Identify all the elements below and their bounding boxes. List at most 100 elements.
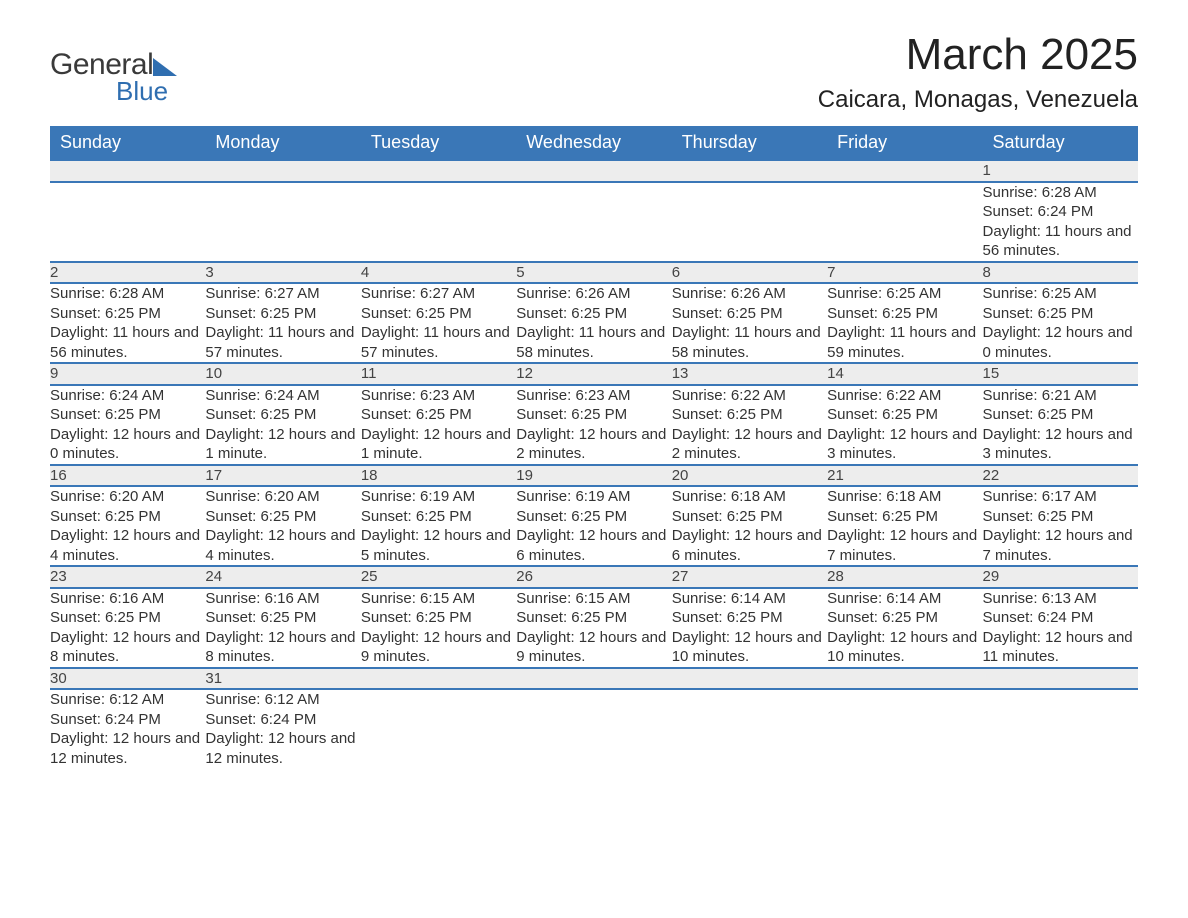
day-detail-cell bbox=[672, 689, 827, 768]
day-line: Sunset: 6:25 PM bbox=[50, 304, 205, 324]
day-line: Sunset: 6:25 PM bbox=[361, 507, 516, 527]
day-detail-cell: Sunrise: 6:24 AMSunset: 6:25 PMDaylight:… bbox=[50, 385, 205, 465]
day-line: Sunrise: 6:16 AM bbox=[205, 589, 360, 609]
day-line: Daylight: 12 hours and 3 minutes. bbox=[827, 425, 982, 464]
day-number-cell: 9 bbox=[50, 363, 205, 385]
dow-header-row: Sunday Monday Tuesday Wednesday Thursday… bbox=[50, 126, 1138, 160]
day-line: Daylight: 12 hours and 1 minute. bbox=[361, 425, 516, 464]
day-line: Sunset: 6:25 PM bbox=[827, 405, 982, 425]
day-line: Sunrise: 6:15 AM bbox=[516, 589, 671, 609]
day-detail-cell bbox=[827, 182, 982, 262]
day-number-cell: 19 bbox=[516, 465, 671, 487]
day-line: Sunset: 6:25 PM bbox=[205, 405, 360, 425]
day-line: Sunrise: 6:22 AM bbox=[827, 386, 982, 406]
day-line: Sunset: 6:25 PM bbox=[361, 405, 516, 425]
day-line: Daylight: 12 hours and 6 minutes. bbox=[672, 526, 827, 565]
week-num-row: 16171819202122 bbox=[50, 465, 1138, 487]
day-line: Sunset: 6:25 PM bbox=[50, 507, 205, 527]
day-line: Sunrise: 6:27 AM bbox=[205, 284, 360, 304]
day-line: Daylight: 12 hours and 4 minutes. bbox=[50, 526, 205, 565]
day-detail-cell: Sunrise: 6:18 AMSunset: 6:25 PMDaylight:… bbox=[672, 486, 827, 566]
day-line: Sunset: 6:24 PM bbox=[983, 608, 1138, 628]
day-line: Daylight: 12 hours and 3 minutes. bbox=[983, 425, 1138, 464]
day-line: Sunrise: 6:28 AM bbox=[983, 183, 1138, 203]
day-line: Sunset: 6:24 PM bbox=[983, 202, 1138, 222]
day-detail-cell bbox=[672, 182, 827, 262]
day-detail-cell: Sunrise: 6:17 AMSunset: 6:25 PMDaylight:… bbox=[983, 486, 1138, 566]
day-detail-cell: Sunrise: 6:20 AMSunset: 6:25 PMDaylight:… bbox=[205, 486, 360, 566]
day-number-cell bbox=[361, 668, 516, 690]
day-number-cell bbox=[50, 160, 205, 182]
day-line: Sunset: 6:25 PM bbox=[827, 304, 982, 324]
day-detail-cell bbox=[205, 182, 360, 262]
day-line: Sunset: 6:25 PM bbox=[50, 405, 205, 425]
day-number-cell: 12 bbox=[516, 363, 671, 385]
day-line: Sunset: 6:25 PM bbox=[361, 304, 516, 324]
logo: General Blue bbox=[50, 30, 177, 107]
day-number-cell bbox=[672, 160, 827, 182]
day-line: Sunrise: 6:18 AM bbox=[672, 487, 827, 507]
day-line: Sunrise: 6:18 AM bbox=[827, 487, 982, 507]
week-detail-row: Sunrise: 6:28 AMSunset: 6:24 PMDaylight:… bbox=[50, 182, 1138, 262]
day-line: Sunset: 6:25 PM bbox=[516, 507, 671, 527]
week-num-row: 23242526272829 bbox=[50, 566, 1138, 588]
calendar-body: 1 Sunrise: 6:28 AMSunset: 6:24 PMDayligh… bbox=[50, 160, 1138, 768]
day-number-cell: 25 bbox=[361, 566, 516, 588]
day-detail-cell: Sunrise: 6:15 AMSunset: 6:25 PMDaylight:… bbox=[516, 588, 671, 668]
day-line: Daylight: 12 hours and 0 minutes. bbox=[50, 425, 205, 464]
day-detail-cell bbox=[361, 689, 516, 768]
logo-word2: Blue bbox=[116, 76, 168, 107]
day-line: Daylight: 12 hours and 6 minutes. bbox=[516, 526, 671, 565]
day-detail-cell: Sunrise: 6:15 AMSunset: 6:25 PMDaylight:… bbox=[361, 588, 516, 668]
day-number-cell: 29 bbox=[983, 566, 1138, 588]
week-detail-row: Sunrise: 6:28 AMSunset: 6:25 PMDaylight:… bbox=[50, 283, 1138, 363]
day-number-cell bbox=[205, 160, 360, 182]
day-line: Sunrise: 6:20 AM bbox=[50, 487, 205, 507]
day-line: Sunrise: 6:14 AM bbox=[672, 589, 827, 609]
day-number-cell: 6 bbox=[672, 262, 827, 284]
day-line: Daylight: 12 hours and 8 minutes. bbox=[205, 628, 360, 667]
day-detail-cell: Sunrise: 6:23 AMSunset: 6:25 PMDaylight:… bbox=[516, 385, 671, 465]
day-line: Daylight: 12 hours and 12 minutes. bbox=[205, 729, 360, 768]
day-detail-cell bbox=[50, 182, 205, 262]
day-line: Sunrise: 6:14 AM bbox=[827, 589, 982, 609]
day-line: Daylight: 11 hours and 56 minutes. bbox=[983, 222, 1138, 261]
day-detail-cell: Sunrise: 6:25 AMSunset: 6:25 PMDaylight:… bbox=[983, 283, 1138, 363]
day-detail-cell: Sunrise: 6:25 AMSunset: 6:25 PMDaylight:… bbox=[827, 283, 982, 363]
day-line: Sunrise: 6:12 AM bbox=[50, 690, 205, 710]
day-detail-cell: Sunrise: 6:27 AMSunset: 6:25 PMDaylight:… bbox=[361, 283, 516, 363]
day-line: Daylight: 12 hours and 7 minutes. bbox=[827, 526, 982, 565]
day-number-cell bbox=[672, 668, 827, 690]
week-detail-row: Sunrise: 6:16 AMSunset: 6:25 PMDaylight:… bbox=[50, 588, 1138, 668]
day-detail-cell: Sunrise: 6:14 AMSunset: 6:25 PMDaylight:… bbox=[672, 588, 827, 668]
day-detail-cell: Sunrise: 6:28 AMSunset: 6:25 PMDaylight:… bbox=[50, 283, 205, 363]
day-number-cell: 26 bbox=[516, 566, 671, 588]
day-number-cell: 30 bbox=[50, 668, 205, 690]
day-number-cell: 15 bbox=[983, 363, 1138, 385]
day-line: Daylight: 11 hours and 58 minutes. bbox=[672, 323, 827, 362]
day-line: Sunrise: 6:20 AM bbox=[205, 487, 360, 507]
day-line: Sunset: 6:25 PM bbox=[672, 405, 827, 425]
day-number-cell: 31 bbox=[205, 668, 360, 690]
day-line: Daylight: 12 hours and 1 minute. bbox=[205, 425, 360, 464]
day-detail-cell bbox=[983, 689, 1138, 768]
day-number-cell: 11 bbox=[361, 363, 516, 385]
day-number-cell: 3 bbox=[205, 262, 360, 284]
day-line: Sunset: 6:25 PM bbox=[983, 405, 1138, 425]
day-number-cell bbox=[827, 160, 982, 182]
title-block: March 2025 Caicara, Monagas, Venezuela bbox=[818, 30, 1138, 114]
day-line: Sunset: 6:25 PM bbox=[827, 608, 982, 628]
day-line: Sunrise: 6:27 AM bbox=[361, 284, 516, 304]
day-line: Sunset: 6:24 PM bbox=[50, 710, 205, 730]
day-line: Sunset: 6:25 PM bbox=[827, 507, 982, 527]
day-line: Sunrise: 6:15 AM bbox=[361, 589, 516, 609]
day-line: Daylight: 12 hours and 10 minutes. bbox=[827, 628, 982, 667]
day-number-cell: 10 bbox=[205, 363, 360, 385]
day-detail-cell: Sunrise: 6:12 AMSunset: 6:24 PMDaylight:… bbox=[205, 689, 360, 768]
day-detail-cell: Sunrise: 6:22 AMSunset: 6:25 PMDaylight:… bbox=[672, 385, 827, 465]
day-line: Sunrise: 6:16 AM bbox=[50, 589, 205, 609]
day-detail-cell bbox=[516, 689, 671, 768]
day-detail-cell: Sunrise: 6:21 AMSunset: 6:25 PMDaylight:… bbox=[983, 385, 1138, 465]
day-line: Daylight: 12 hours and 2 minutes. bbox=[516, 425, 671, 464]
day-line: Sunrise: 6:19 AM bbox=[361, 487, 516, 507]
